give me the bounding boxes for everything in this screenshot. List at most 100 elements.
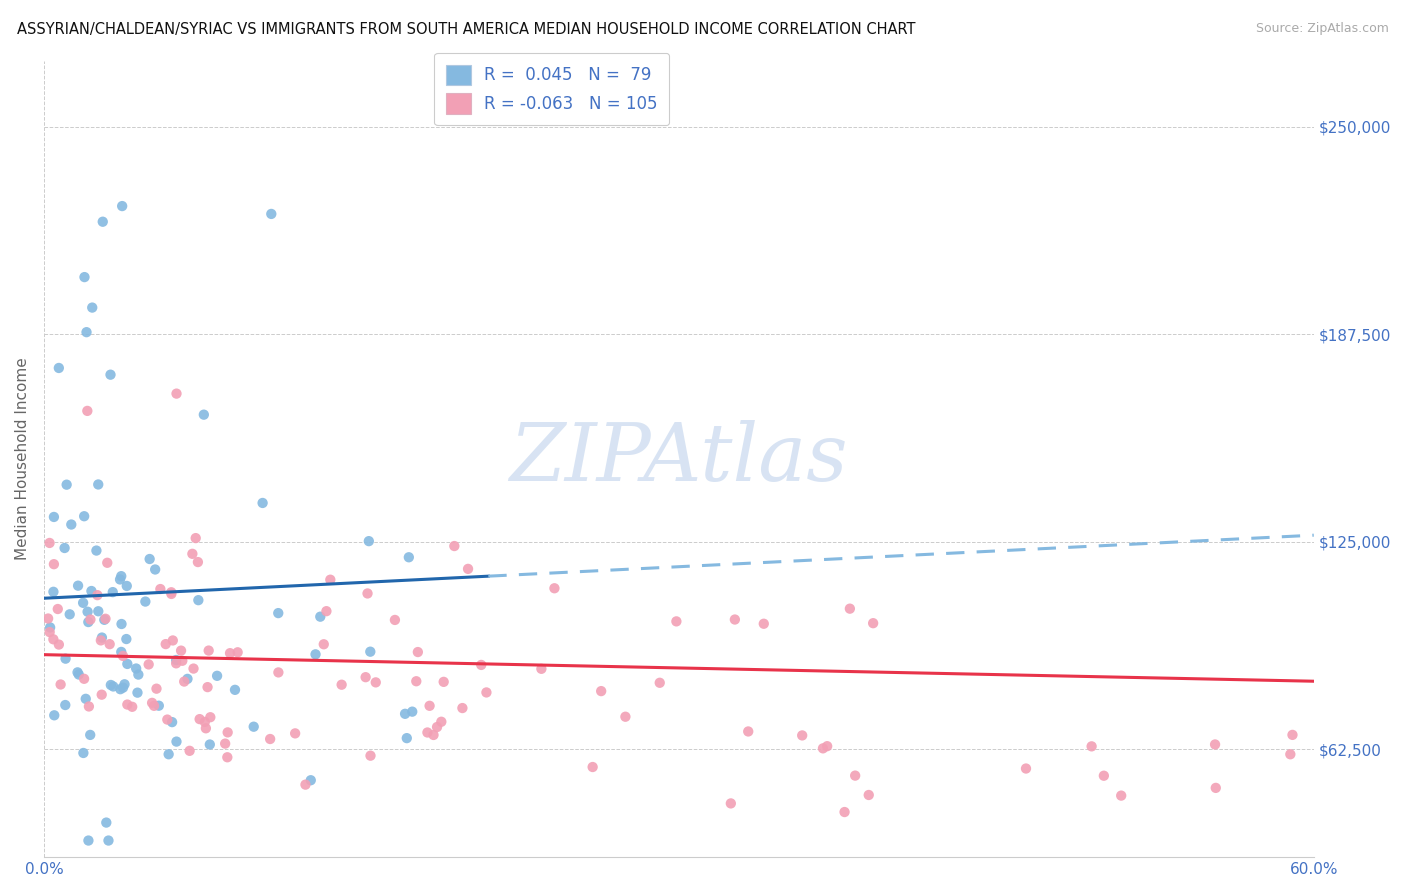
Point: [145, 681, 167, 696]
Point: [53, 698, 76, 712]
Point: [87, 604, 110, 618]
Point: [193, 408, 215, 422]
Point: [792, 728, 814, 742]
Legend: R =  0.045   N =  79, R = -0.063   N = 105: R = 0.045 N = 79, R = -0.063 N = 105: [434, 53, 669, 125]
Point: [149, 582, 172, 596]
Point: [401, 705, 423, 719]
Point: [1015, 762, 1038, 776]
Point: [160, 715, 183, 730]
Point: [90, 633, 112, 648]
Point: [451, 701, 474, 715]
Point: [252, 496, 274, 510]
Point: [394, 706, 416, 721]
Point: [111, 199, 134, 213]
Point: [82, 301, 104, 315]
Point: [834, 805, 856, 819]
Point: [165, 657, 187, 671]
Point: [115, 579, 138, 593]
Point: [260, 207, 283, 221]
Point: [101, 585, 124, 599]
Point: [1109, 789, 1132, 803]
Point: [226, 645, 249, 659]
Point: [364, 675, 387, 690]
Point: [98, 637, 121, 651]
Point: [219, 646, 242, 660]
Point: [284, 726, 307, 740]
Point: [166, 734, 188, 748]
Point: [184, 531, 207, 545]
Point: [49, 677, 72, 691]
Point: [73, 270, 96, 285]
Point: [360, 748, 382, 763]
Point: [86, 543, 108, 558]
Point: [67, 667, 90, 681]
Point: [720, 797, 742, 811]
Point: [197, 643, 219, 657]
Point: [111, 681, 134, 695]
Point: [138, 552, 160, 566]
Point: [194, 714, 217, 729]
Point: [125, 661, 148, 675]
Point: [39, 620, 62, 634]
Point: [77, 615, 100, 629]
Point: [156, 713, 179, 727]
Point: [457, 562, 479, 576]
Point: [73, 672, 96, 686]
Point: [165, 653, 187, 667]
Point: [121, 699, 143, 714]
Point: [110, 617, 132, 632]
Point: [79, 728, 101, 742]
Point: [143, 562, 166, 576]
Point: [170, 643, 193, 657]
Point: [591, 684, 613, 698]
Point: [72, 746, 94, 760]
Point: [42, 557, 65, 571]
Point: [194, 721, 217, 735]
Point: [416, 725, 439, 739]
Point: [172, 654, 194, 668]
Point: [155, 637, 177, 651]
Point: [77, 699, 100, 714]
Point: [141, 696, 163, 710]
Point: [443, 539, 465, 553]
Point: [94, 612, 117, 626]
Point: [143, 698, 166, 713]
Point: [354, 670, 377, 684]
Point: [299, 773, 322, 788]
Point: [77, 833, 100, 847]
Point: [157, 747, 180, 762]
Point: [166, 386, 188, 401]
Point: [737, 724, 759, 739]
Text: Source: ZipAtlas.com: Source: ZipAtlas.com: [1256, 22, 1389, 36]
Point: [426, 720, 449, 734]
Point: [115, 632, 138, 646]
Point: [86, 588, 108, 602]
Point: [111, 648, 134, 663]
Point: [1281, 728, 1303, 742]
Point: [214, 737, 236, 751]
Point: [114, 677, 136, 691]
Point: [304, 648, 326, 662]
Point: [433, 674, 456, 689]
Point: [38, 536, 60, 550]
Point: [100, 368, 122, 382]
Point: [73, 509, 96, 524]
Point: [93, 613, 115, 627]
Point: [60, 517, 83, 532]
Point: [160, 587, 183, 601]
Point: [127, 667, 149, 681]
Point: [90, 631, 112, 645]
Point: [198, 738, 221, 752]
Point: [309, 609, 332, 624]
Point: [188, 712, 211, 726]
Point: [530, 662, 553, 676]
Point: [103, 680, 125, 694]
Point: [197, 680, 219, 694]
Point: [46, 602, 69, 616]
Point: [398, 550, 420, 565]
Point: [582, 760, 605, 774]
Point: [395, 731, 418, 746]
Point: [42, 510, 65, 524]
Point: [160, 585, 183, 599]
Point: [44, 708, 66, 723]
